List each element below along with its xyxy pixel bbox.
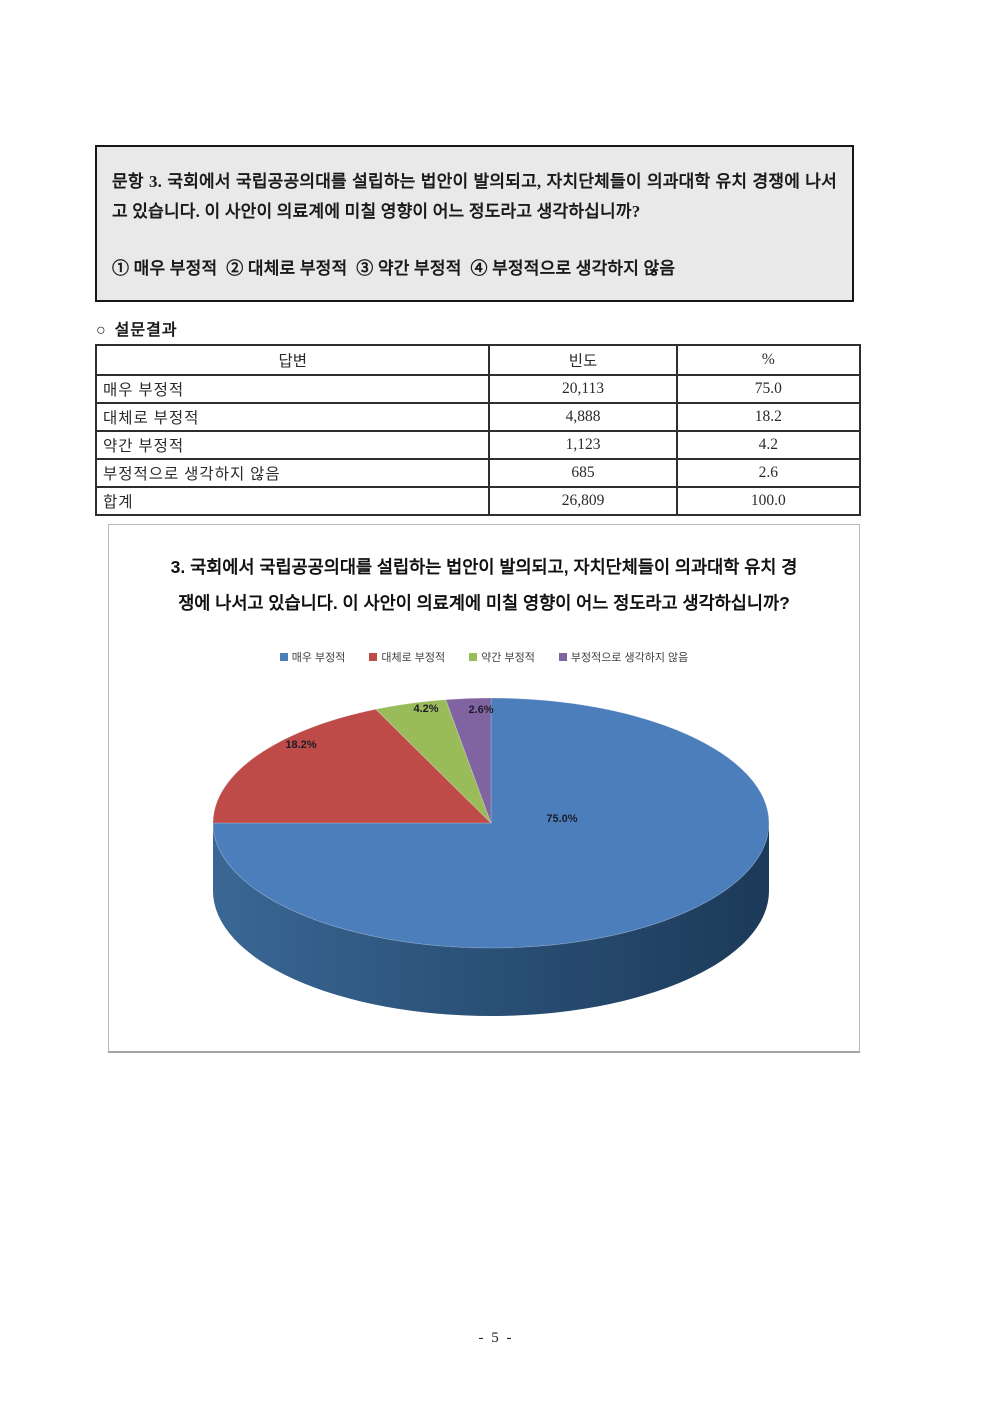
table-row: 매우 부정적 20,113 75.0 [94, 374, 862, 404]
legend-label: 약간 부정적 [481, 652, 535, 664]
question-box: 문항 3. 국회에서 국립공공의대를 설립하는 법안이 발의되고, 자치단체들이… [95, 145, 854, 302]
percent-cell: 4.2 [675, 430, 862, 460]
results-table-body: 매우 부정적 20,113 75.0 대체로 부정적 4,888 18.2 약간 부정적 1,… [94, 374, 862, 516]
legend-label: 매우 부정적 [291, 652, 346, 664]
pie-slice [445, 697, 492, 824]
frequency-cell: 20,113 [488, 374, 678, 404]
frequency-cell: 4,888 [488, 402, 678, 432]
pie-data-label: 75.0% [546, 813, 577, 825]
frequency-cell: 26,809 [488, 486, 678, 516]
answer-cell: 대체로 부정적 [94, 402, 491, 432]
percent-cell: 75.0 [675, 374, 862, 404]
table-row: 대체로 부정적 4,888 18.2 [94, 402, 862, 432]
circle-bullet-icon: ○ [96, 322, 107, 339]
table-row: 합계 26,809 100.0 [94, 486, 862, 516]
percent-cell: 18.2 [675, 402, 862, 432]
results-table: 답변 빈도 % 매우 부정적 20,113 75.0 대체로 부정적 4,888 18.2… [94, 344, 862, 516]
answer-cell: 합계 [94, 486, 491, 516]
section-title: 설문결과 [114, 322, 178, 339]
table-row: 약간 부정적 1,123 4.2 [94, 430, 862, 460]
header-percent: % [675, 344, 862, 376]
chart-legend: 매우 부정적 대체로 부정적 약간 부정적 부정적으로 생각하지 않음 [109, 649, 859, 665]
pie-slice [212, 697, 770, 949]
pie-data-label: 18.2% [285, 739, 316, 751]
legend-swatch-icon [558, 653, 567, 661]
pie-data-label: 4.2% [413, 703, 438, 715]
legend-label: 대체로 부정적 [381, 652, 446, 664]
legend-swatch-icon [369, 653, 378, 661]
question-text: 문항 3. 국회에서 국립공공의대를 설립하는 법안이 발의되고, 자치단체들이… [112, 172, 837, 221]
section-heading: ○ 설문결과 [96, 316, 178, 340]
legend-item: 부정적으로 생각하지 않음 [558, 649, 689, 665]
legend-item: 매우 부정적 [279, 649, 346, 665]
header-frequency: 빈도 [488, 344, 678, 376]
legend-item: 약간 부정적 [469, 649, 535, 665]
legend-swatch-icon [469, 653, 478, 661]
pie-side-wall [213, 823, 769, 1016]
answer-cell: 약간 부정적 [94, 430, 491, 460]
pie-slice [212, 708, 492, 824]
page-number: - 5 - [478, 1330, 514, 1346]
table-row: 부정적으로 생각하지 않음 685 2.6 [94, 458, 862, 488]
frequency-cell: 685 [488, 458, 678, 488]
frequency-cell: 1,123 [488, 430, 678, 460]
legend-label: 부정적으로 생각하지 않음 [570, 652, 689, 664]
pie-slice [374, 699, 492, 824]
legend-swatch-icon [279, 653, 288, 661]
header-answer: 답변 [94, 344, 491, 376]
answer-cell: 부정적으로 생각하지 않음 [94, 458, 491, 488]
percent-cell: 100.0 [675, 486, 862, 516]
pie-chart: 75.0% 18.2% 4.2% 2.6% [212, 697, 770, 1016]
percent-cell: 2.6 [675, 458, 862, 488]
table-header-row: 답변 빈도 % [94, 344, 862, 376]
pie-data-label: 2.6% [468, 704, 493, 716]
chart-panel: 75.0% 18.2% 4.2% 2.6% 3. 국회에서 국립공공의대를 설립하는 … [108, 524, 860, 1053]
chart-title: 3. 국회에서 국립공공의대를 설립하는 법안이 발의되고, 자치단체들이 의과… [170, 557, 798, 613]
legend-item: 대체로 부정적 [369, 649, 445, 665]
answer-cell: 매우 부정적 [94, 374, 491, 404]
question-options: ① 매우 부정적 ② 대체로 부정적 ③ 약간 부정적 ④ 부정적으로 생각하지… [112, 259, 676, 278]
